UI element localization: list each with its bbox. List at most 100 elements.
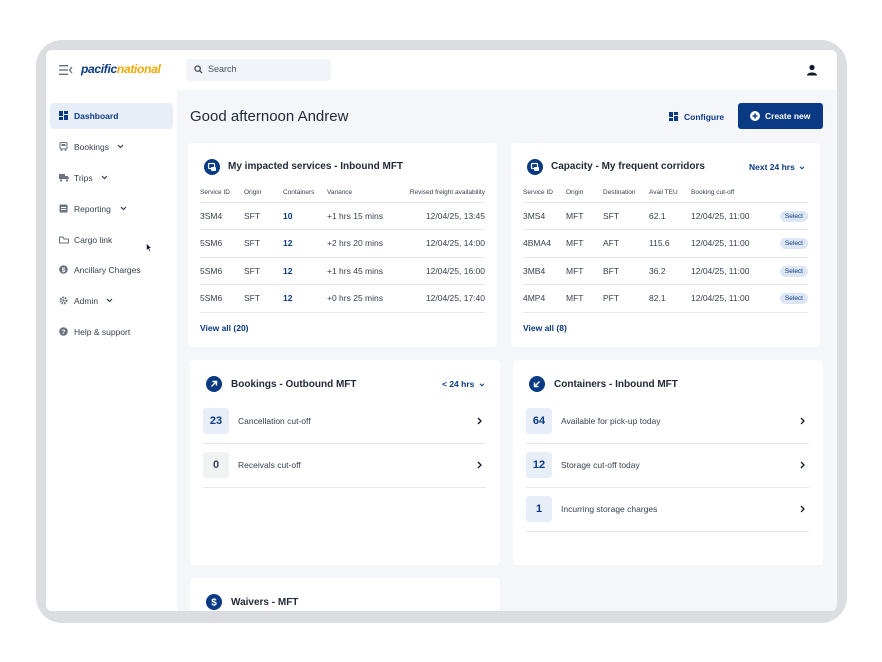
chevron-down-icon	[101, 175, 108, 180]
impacted-services-table: Service ID Origin Containers Variance Re…	[200, 184, 485, 313]
user-profile-icon[interactable]	[806, 64, 818, 76]
table-cell: 12/04/25, 11:00	[691, 284, 769, 313]
view-all-impacted-link[interactable]: View all (20)	[200, 323, 249, 333]
table-row: 5SM6 SFT 12 +1 hrs 45 mins 12/04/25, 16:00	[200, 257, 485, 285]
capacity-time-filter[interactable]: Next 24 hrs	[749, 162, 805, 172]
table-row: 4MP4 MFT PFT 82.1 12/04/25, 11:00 Select	[523, 284, 808, 313]
sidebar-item-dashboard[interactable]: Dashboard	[50, 103, 173, 129]
waivers-card: $ Waivers - MFT	[190, 578, 500, 611]
bookings-icon	[59, 142, 68, 151]
card-title: Bookings - Outbound MFT	[231, 379, 357, 390]
table-cell: 12	[283, 257, 327, 285]
select-button[interactable]: Select	[779, 293, 808, 305]
bookings-stat-row[interactable]: 0 Receivals cut-off	[203, 444, 486, 488]
select-button[interactable]: Select	[779, 265, 808, 277]
dashboard-icon	[59, 111, 68, 120]
sidebar-item-label: Reporting	[74, 204, 111, 214]
column-header: Origin	[244, 184, 283, 203]
configure-icon	[669, 112, 678, 121]
table-cell: AFT	[603, 229, 649, 258]
truck-icon	[59, 174, 69, 182]
table-cell: 12/04/25, 13:45	[397, 202, 485, 230]
table-cell: 5SM6	[200, 257, 244, 285]
mouse-cursor-icon	[146, 243, 152, 252]
sidebar-item-help-support[interactable]: ? Help & support	[50, 319, 173, 345]
top-bar: pacificnational Search	[46, 50, 837, 90]
table-cell: +1 hrs 45 mins	[327, 257, 397, 285]
sidebar-item-bookings[interactable]: Bookings	[50, 134, 173, 160]
view-all-capacity-link[interactable]: View all (8)	[523, 323, 567, 333]
collapse-menu-icon[interactable]	[59, 65, 73, 75]
table-cell: Select	[769, 284, 808, 313]
column-header: Destination	[603, 184, 649, 203]
table-cell: 3SM4	[200, 202, 244, 230]
table-cell: +1 hrs 15 mins	[327, 202, 397, 230]
dollar-icon: $	[206, 594, 222, 610]
containers-stat-row[interactable]: 64 Available for pick-up today	[526, 400, 809, 444]
table-cell: 5SM6	[200, 284, 244, 313]
containers-stat-row[interactable]: 12 Storage cut-off today	[526, 444, 809, 488]
card-title: Waivers - MFT	[231, 597, 299, 608]
table-cell: Select	[769, 229, 808, 258]
bookings-time-filter[interactable]: < 24 hrs	[442, 379, 485, 389]
filter-label: Next 24 hrs	[749, 162, 795, 172]
table-row: 3SM4 SFT 10 +1 hrs 15 mins 12/04/25, 13:45	[200, 202, 485, 230]
containers-stat-row[interactable]: 1 Incurring storage charges	[526, 488, 809, 532]
chevron-right-icon	[800, 461, 805, 469]
stat-count: 23	[203, 408, 229, 434]
select-button[interactable]: Select	[779, 238, 808, 250]
search-icon	[194, 65, 203, 74]
table-cell: MFT	[566, 229, 603, 258]
svg-text:$: $	[211, 598, 217, 609]
sidebar-item-label: Help & support	[74, 327, 131, 337]
sidebar-item-label: Cargo link	[74, 235, 113, 245]
column-header: Avail TEU	[649, 184, 691, 203]
table-cell: 12	[283, 284, 327, 313]
stat-count: 0	[203, 452, 229, 478]
sidebar-item-admin[interactable]: Admin	[50, 288, 173, 314]
chevron-down-icon	[106, 298, 113, 303]
table-cell: 62.1	[649, 202, 691, 230]
column-header: Booking cut-off	[691, 184, 769, 203]
sidebar-item-label: Admin	[74, 296, 99, 306]
table-cell: SFT	[603, 202, 649, 230]
pacific-national-logo[interactable]: pacificnational	[81, 62, 161, 76]
table-cell: BFT	[603, 257, 649, 285]
search-input[interactable]: Search	[186, 59, 331, 81]
sidebar-item-reporting[interactable]: Reporting	[50, 196, 173, 222]
stat-label: Receivals cut-off	[238, 460, 301, 470]
page-title: Good afternoon Andrew	[190, 108, 349, 125]
table-row: 4BMA4 MFT AFT 115.6 12/04/25, 11:00 Select	[523, 229, 808, 258]
chevron-down-icon	[799, 166, 805, 170]
table-cell: 115.6	[649, 229, 691, 258]
bookings-card: Bookings - Outbound MFT < 24 hrs 23 Canc…	[190, 360, 500, 565]
gear-icon	[59, 296, 68, 305]
table-cell: 4BMA4	[523, 229, 566, 258]
bookings-stat-row[interactable]: 23 Cancellation cut-off	[203, 400, 486, 444]
table-cell: MFT	[566, 257, 603, 285]
sidebar-item-trips[interactable]: Trips	[50, 165, 173, 191]
table-cell: Select	[769, 257, 808, 285]
services-icon	[204, 159, 220, 175]
table-cell: 12/04/25, 16:00	[397, 257, 485, 285]
sidebar-item-cargo-link[interactable]: Cargo link	[50, 227, 173, 253]
stat-label: Available for pick-up today	[561, 416, 661, 426]
stat-label: Cancellation cut-off	[238, 416, 311, 426]
capacity-icon	[527, 159, 543, 175]
sidebar-item-ancillary-charges[interactable]: $ Ancillary Charges	[50, 257, 173, 283]
column-header: Service ID	[200, 184, 244, 203]
chevron-down-icon	[117, 144, 124, 149]
outbound-arrow-icon	[206, 376, 222, 392]
select-button[interactable]: Select	[779, 210, 808, 222]
chevron-right-icon	[800, 417, 805, 425]
chevron-down-icon	[479, 383, 485, 387]
create-new-button[interactable]: Create new	[738, 103, 823, 129]
sidebar: Dashboard Bookings Trips Reporting	[46, 90, 177, 611]
create-new-label: Create new	[765, 111, 811, 121]
table-cell: SFT	[244, 257, 283, 285]
filter-label: < 24 hrs	[442, 379, 475, 389]
column-header	[769, 184, 808, 203]
svg-text:$: $	[62, 267, 66, 274]
column-header: Containers	[283, 184, 327, 203]
plus-circle-icon	[750, 111, 760, 121]
